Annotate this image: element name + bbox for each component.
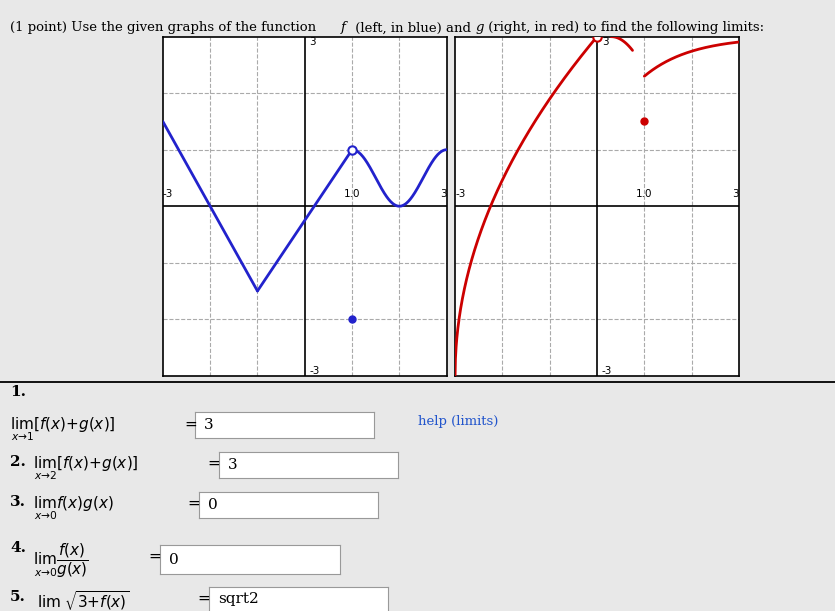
Text: $\lim_{x\to 0}\dfrac{f(x)}{g(x)}$: $\lim_{x\to 0}\dfrac{f(x)}{g(x)}$	[33, 541, 89, 579]
Text: (right, in red) to find the following limits:: (right, in red) to find the following li…	[484, 21, 764, 34]
Text: 3: 3	[228, 458, 237, 472]
Text: 3.: 3.	[10, 495, 26, 509]
Text: $=$: $=$	[146, 548, 162, 563]
Text: help (limits): help (limits)	[418, 415, 498, 428]
Text: $\lim_{x\to -1}\sqrt{3+f(x)}$: $\lim_{x\to -1}\sqrt{3+f(x)}$	[33, 590, 130, 611]
Text: 0: 0	[170, 553, 179, 566]
Text: 3: 3	[310, 37, 316, 46]
Text: $=$: $=$	[205, 455, 221, 470]
Text: -3: -3	[310, 366, 320, 376]
Text: -3: -3	[602, 366, 612, 376]
Text: $=$: $=$	[182, 415, 198, 431]
Text: $=$: $=$	[195, 590, 210, 605]
Text: $\lim_{x\to 1}[f(x)+g(x)]$: $\lim_{x\to 1}[f(x)+g(x)]$	[10, 415, 116, 443]
Text: $\lim_{x\to 0}f(x)g(x)$: $\lim_{x\to 0}f(x)g(x)$	[33, 495, 114, 522]
Text: g: g	[476, 21, 484, 34]
Text: 3: 3	[440, 189, 447, 199]
Text: 2.: 2.	[10, 455, 26, 469]
Text: 0: 0	[208, 498, 217, 511]
Text: (left, in blue) and: (left, in blue) and	[351, 21, 475, 34]
Text: -3: -3	[163, 189, 173, 199]
Text: 4.: 4.	[10, 541, 26, 555]
Text: 3: 3	[732, 189, 739, 199]
Text: 1.0: 1.0	[344, 189, 361, 199]
Text: 1.: 1.	[10, 385, 26, 399]
Text: $=$: $=$	[185, 495, 201, 510]
Text: sqrt2: sqrt2	[218, 593, 259, 606]
Text: -3: -3	[455, 189, 465, 199]
Text: f: f	[341, 21, 346, 34]
Text: $\lim_{x\to 2}[f(x)+g(x)]$: $\lim_{x\to 2}[f(x)+g(x)]$	[33, 455, 139, 483]
Text: 3: 3	[602, 37, 609, 46]
Text: 5.: 5.	[10, 590, 26, 604]
Text: 3: 3	[204, 419, 213, 432]
Text: 1.0: 1.0	[636, 189, 653, 199]
Text: (1 point) Use the given graphs of the function: (1 point) Use the given graphs of the fu…	[10, 21, 321, 34]
